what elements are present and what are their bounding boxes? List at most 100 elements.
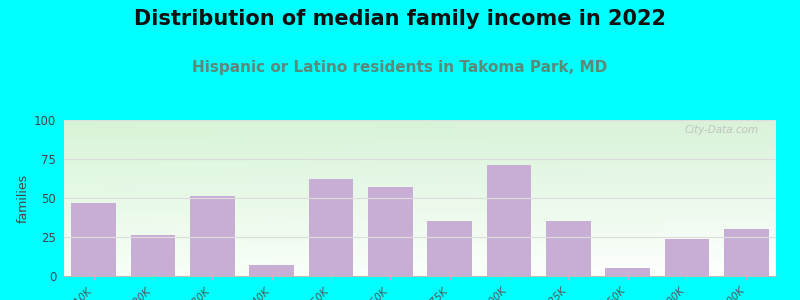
- Bar: [64, 156, 776, 157]
- Bar: [64, 227, 776, 228]
- Bar: [64, 194, 776, 195]
- Bar: [584, 120, 591, 276]
- Bar: [249, 120, 256, 276]
- Bar: [662, 120, 669, 276]
- Bar: [64, 146, 776, 147]
- Bar: [64, 158, 776, 159]
- Bar: [449, 120, 456, 276]
- Bar: [64, 191, 776, 192]
- Bar: [64, 267, 776, 268]
- Bar: [250, 265, 294, 276]
- Bar: [64, 186, 776, 187]
- Bar: [64, 162, 776, 163]
- Bar: [64, 229, 776, 230]
- Bar: [370, 120, 378, 276]
- Bar: [64, 202, 776, 203]
- Bar: [719, 120, 726, 276]
- Bar: [64, 192, 776, 193]
- Bar: [64, 120, 71, 276]
- Bar: [64, 142, 776, 143]
- Bar: [64, 244, 776, 245]
- Bar: [64, 247, 776, 248]
- Bar: [64, 143, 776, 144]
- Bar: [384, 120, 391, 276]
- Bar: [309, 179, 354, 276]
- Bar: [64, 226, 776, 227]
- Bar: [484, 120, 491, 276]
- Bar: [64, 144, 776, 145]
- Bar: [64, 139, 776, 140]
- Bar: [368, 187, 413, 276]
- Bar: [64, 271, 776, 272]
- Bar: [562, 120, 570, 276]
- Bar: [64, 270, 776, 271]
- Bar: [64, 150, 776, 151]
- Bar: [64, 176, 776, 177]
- Bar: [427, 120, 434, 276]
- Bar: [64, 266, 776, 267]
- Bar: [64, 199, 776, 200]
- Bar: [128, 120, 135, 276]
- Bar: [64, 206, 776, 207]
- Bar: [64, 151, 776, 152]
- Bar: [78, 120, 86, 276]
- Bar: [477, 120, 484, 276]
- Bar: [334, 120, 342, 276]
- Bar: [64, 157, 776, 158]
- Bar: [64, 228, 776, 229]
- Bar: [413, 120, 420, 276]
- Bar: [655, 120, 662, 276]
- Bar: [591, 120, 598, 276]
- Bar: [64, 197, 776, 198]
- Bar: [221, 120, 228, 276]
- Bar: [434, 120, 442, 276]
- Bar: [64, 137, 776, 138]
- Bar: [93, 120, 99, 276]
- Bar: [64, 126, 776, 127]
- Bar: [64, 218, 776, 219]
- Bar: [734, 120, 740, 276]
- Bar: [64, 254, 776, 255]
- Bar: [64, 260, 776, 261]
- Bar: [64, 123, 776, 124]
- Bar: [555, 120, 562, 276]
- Bar: [64, 167, 776, 168]
- Bar: [64, 133, 776, 134]
- Bar: [64, 148, 776, 149]
- Bar: [498, 120, 506, 276]
- Bar: [64, 152, 776, 153]
- Bar: [541, 120, 548, 276]
- Bar: [64, 251, 776, 252]
- Bar: [513, 120, 520, 276]
- Bar: [71, 203, 116, 276]
- Bar: [427, 221, 472, 276]
- Bar: [64, 190, 776, 191]
- Bar: [178, 120, 185, 276]
- Bar: [64, 210, 776, 211]
- Bar: [114, 120, 121, 276]
- Bar: [64, 155, 776, 156]
- Bar: [64, 187, 776, 188]
- Bar: [486, 165, 531, 276]
- Bar: [64, 268, 776, 269]
- Bar: [64, 261, 776, 262]
- Bar: [64, 189, 776, 190]
- Bar: [363, 120, 370, 276]
- Bar: [520, 120, 526, 276]
- Bar: [64, 200, 776, 201]
- Bar: [64, 171, 776, 172]
- Bar: [619, 120, 626, 276]
- Bar: [64, 129, 776, 130]
- Bar: [199, 120, 206, 276]
- Bar: [64, 188, 776, 189]
- Bar: [64, 252, 776, 253]
- Bar: [64, 233, 776, 234]
- Bar: [741, 120, 747, 276]
- Bar: [64, 224, 776, 225]
- Bar: [64, 178, 776, 179]
- Bar: [64, 180, 776, 181]
- Bar: [64, 134, 776, 135]
- Bar: [206, 120, 214, 276]
- Bar: [64, 219, 776, 220]
- Bar: [64, 170, 776, 171]
